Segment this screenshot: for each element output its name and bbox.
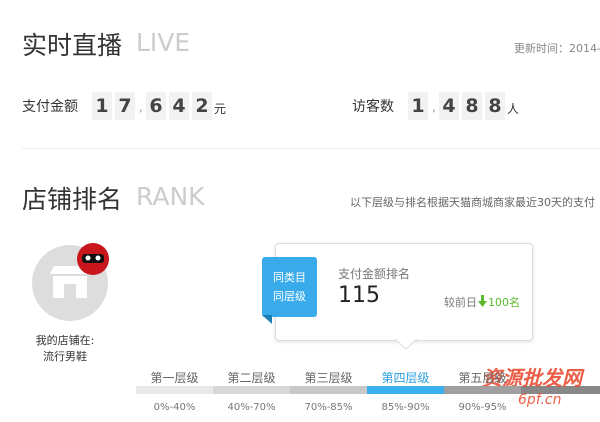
digit: 2 <box>192 92 212 120</box>
level-name: 第一层级 <box>150 371 199 385</box>
card-badge <box>262 257 317 324</box>
down-arrow <box>478 295 487 307</box>
level-name: 第四层级 <box>381 371 430 385</box>
rank-title: 店铺排名 <box>22 185 123 214</box>
level-segment <box>213 386 290 394</box>
unit: 元 <box>214 102 227 116</box>
watermark-url: 6pf.cn <box>518 392 562 408</box>
shop-avatar <box>32 243 109 321</box>
digit-separator: , <box>432 100 436 114</box>
rank-card <box>275 243 533 341</box>
divider <box>22 148 600 149</box>
digit: 4 <box>169 92 189 120</box>
level-range: 70%-85% <box>304 402 353 413</box>
level-range: 0%-40% <box>153 402 196 413</box>
badge-text: 同类目 同层级 <box>262 268 317 306</box>
digit: 4 <box>439 92 459 120</box>
rank-note: 以下层级与排名根据天猫商城商家最近30天的支付 <box>350 196 595 209</box>
card-pointer <box>395 338 417 350</box>
digit: 6 <box>146 92 166 120</box>
level-segment <box>521 386 600 394</box>
level-segment <box>136 386 213 394</box>
compare-label: 较前日 <box>444 296 477 309</box>
rank-title-en: RANK <box>136 182 205 211</box>
level-name: 第二层级 <box>227 371 276 385</box>
shop-category: 流行男鞋 <box>43 350 87 363</box>
visitors-label: 访客数 <box>352 99 394 115</box>
compare-value: 100名 <box>488 296 520 309</box>
digit: 1 <box>92 92 112 120</box>
level-segment <box>290 386 367 394</box>
digit: 7 <box>115 92 135 120</box>
live-title: 实时直播 <box>22 31 123 60</box>
update-time: 更新时间：2014- <box>514 42 600 55</box>
digit: 1 <box>408 92 428 120</box>
unit: 人 <box>507 102 520 116</box>
card-label: 支付金额排名 <box>338 267 411 281</box>
level-range: 90%-95% <box>458 402 507 413</box>
level-segment <box>367 386 444 394</box>
digit: 8 <box>462 92 482 120</box>
level-range: 40%-70% <box>227 402 276 413</box>
level-name: 第三层级 <box>304 371 353 385</box>
digit: 8 <box>485 92 505 120</box>
level-range: 85%-90% <box>381 402 430 413</box>
live-title-en: LIVE <box>136 28 191 57</box>
level-name: 第五层级 <box>458 371 507 385</box>
shop-caption: 我的店铺在: <box>35 334 95 347</box>
level-segment <box>444 386 521 394</box>
amount-label: 支付金额 <box>22 99 78 115</box>
card-value: 115 <box>338 283 380 308</box>
shop-info: 我的店铺在: 流行男鞋 <box>20 333 110 365</box>
digit-separator: , <box>139 100 143 114</box>
badge-line: 同类目 <box>273 271 306 284</box>
badge-line: 同层级 <box>273 290 306 303</box>
